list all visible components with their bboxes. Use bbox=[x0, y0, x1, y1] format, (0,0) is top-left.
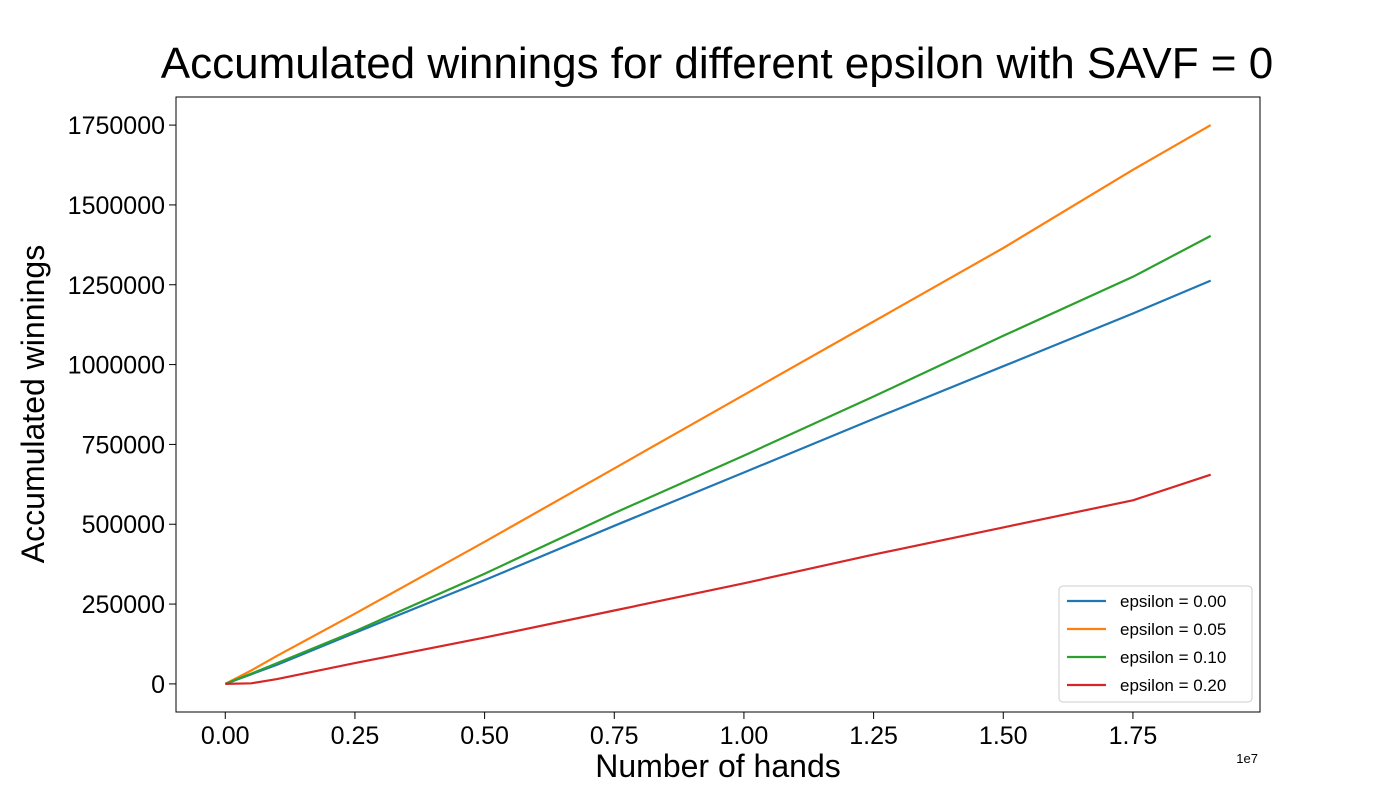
y-tick-label: 500000 bbox=[82, 511, 165, 539]
x-tick-label: 1.75 bbox=[1109, 722, 1158, 750]
y-tick-label: 1250000 bbox=[68, 272, 165, 300]
x-axis-label: Number of hands bbox=[595, 748, 840, 784]
legend-label: epsilon = 0.20 bbox=[1120, 676, 1226, 695]
x-axis-ticks: 0.00 0.25 0.50 0.75 1.00 1.25 1.50 1.75 bbox=[201, 712, 1157, 750]
plot-frame bbox=[175, 96, 1261, 713]
x-tick-label: 0.50 bbox=[460, 722, 509, 750]
y-tick-label: 250000 bbox=[82, 591, 165, 619]
series-line-2 bbox=[224, 234, 1212, 685]
y-tick-label: 1750000 bbox=[68, 112, 165, 140]
x-tick-label: 1.50 bbox=[979, 722, 1028, 750]
x-tick-label: 0.00 bbox=[201, 722, 250, 750]
y-tick-label: 1500000 bbox=[68, 192, 165, 220]
y-axis-label: Accumulated winnings bbox=[15, 245, 51, 563]
x-tick-label: 0.75 bbox=[590, 722, 639, 750]
chart-title: Accumulated winnings for different epsil… bbox=[161, 39, 1273, 88]
y-tick-label: 750000 bbox=[82, 431, 165, 459]
x-tick-label: 1.00 bbox=[720, 722, 769, 750]
legend: epsilon = 0.00 epsilon = 0.05 epsilon = 0.… bbox=[1058, 585, 1253, 703]
series-line-3 bbox=[225, 473, 1212, 685]
x-tick-label: 0.25 bbox=[331, 722, 380, 750]
legend-label: epsilon = 0.05 bbox=[1120, 620, 1226, 639]
y-tick-label: 0 bbox=[151, 671, 165, 699]
legend-label: epsilon = 0.10 bbox=[1120, 648, 1226, 667]
series-layer bbox=[224, 124, 1212, 685]
y-axis-ticks: 0 250000 500000 750000 1000000 1250000 1500000… bbox=[68, 112, 176, 699]
series-line-0 bbox=[224, 279, 1212, 685]
legend-box bbox=[1058, 585, 1253, 703]
x-tick-label: 1.25 bbox=[849, 722, 898, 750]
series-line-1 bbox=[224, 124, 1212, 685]
legend-label: epsilon = 0.00 bbox=[1120, 592, 1226, 611]
x-axis-offset-label: 1e7 bbox=[1236, 751, 1258, 766]
y-tick-label: 1000000 bbox=[68, 352, 165, 380]
